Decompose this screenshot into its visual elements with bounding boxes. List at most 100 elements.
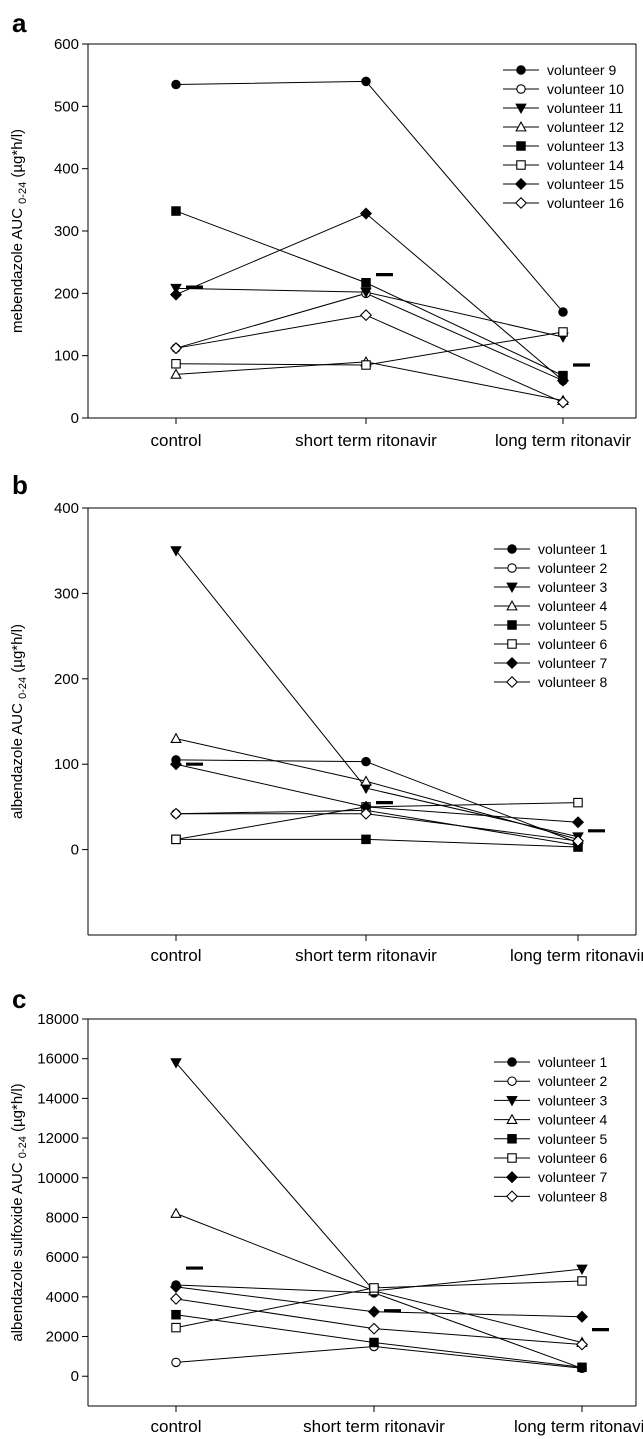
data-point xyxy=(367,1322,381,1335)
x-tick-label: short term ritonavir xyxy=(295,946,437,965)
legend-marker xyxy=(516,160,526,170)
y-axis-label: albendazole sulfoxide AUC 0-24 (µg*h/l) xyxy=(9,1083,29,1341)
y-tick-label: 400 xyxy=(54,161,79,178)
x-tick-label: long term ritonavir xyxy=(514,1417,643,1436)
legend-marker xyxy=(506,582,518,593)
data-point xyxy=(577,1276,587,1286)
y-tick-label: 100 xyxy=(54,756,79,773)
legend-label: volunteer 8 xyxy=(538,674,607,690)
legend-marker xyxy=(507,1076,517,1086)
data-point xyxy=(171,1309,181,1320)
panel-label: b xyxy=(12,470,28,500)
legend-marker xyxy=(507,544,517,554)
data-point xyxy=(171,79,181,90)
legend-label: volunteer 1 xyxy=(538,1054,607,1070)
legend-marker xyxy=(507,1134,517,1144)
data-point xyxy=(169,807,183,820)
y-tick-label: 300 xyxy=(54,223,79,240)
legend-marker xyxy=(514,196,528,210)
y-tick-label: 4000 xyxy=(46,1289,79,1306)
y-axis-label: albendazole AUC 0-24 (µg*h/l) xyxy=(9,624,29,819)
data-point xyxy=(361,834,371,845)
legend-marker xyxy=(507,639,517,649)
legend-label: volunteer 9 xyxy=(547,62,616,78)
series-line xyxy=(175,1314,583,1368)
legend-label: volunteer 14 xyxy=(547,157,624,173)
legend-marker xyxy=(515,103,527,114)
data-point xyxy=(575,1310,589,1323)
legend-marker xyxy=(515,121,527,132)
data-point xyxy=(361,277,371,288)
legend-label: volunteer 2 xyxy=(538,560,607,576)
x-tick-label: control xyxy=(150,431,201,450)
data-point xyxy=(361,756,371,767)
data-point xyxy=(169,288,183,301)
data-point xyxy=(170,1058,182,1069)
y-tick-label: 6000 xyxy=(46,1249,79,1266)
legend-marker xyxy=(514,177,528,191)
legend-marker xyxy=(516,141,526,151)
legend-marker xyxy=(516,84,526,94)
data-point xyxy=(170,732,182,743)
legend-marker xyxy=(505,1190,519,1203)
legend-marker xyxy=(506,1095,518,1107)
data-point xyxy=(556,374,570,387)
data-point xyxy=(571,816,585,829)
series-line xyxy=(175,1298,583,1345)
series-line xyxy=(176,838,579,848)
legend-label: volunteer 11 xyxy=(547,100,623,116)
x-tick-label: control xyxy=(150,946,201,965)
y-tick-label: 10000 xyxy=(37,1170,79,1187)
series-line xyxy=(175,1280,583,1329)
data-point xyxy=(360,287,372,299)
y-tick-label: 18000 xyxy=(37,1011,79,1028)
legend-label: volunteer 7 xyxy=(538,1169,607,1185)
series-line xyxy=(175,738,579,840)
y-axis-label: mebendazole AUC 0-24 (µg*h/l) xyxy=(9,129,29,333)
data-point xyxy=(571,835,585,848)
series-line xyxy=(175,80,564,313)
legend-label: volunteer 10 xyxy=(547,81,624,97)
y-tick-label: 200 xyxy=(54,671,79,688)
data-point xyxy=(369,1283,379,1293)
data-point xyxy=(170,1207,182,1218)
data-point xyxy=(171,834,181,845)
x-tick-label: long term ritonavir xyxy=(495,431,631,450)
legend-marker xyxy=(505,1171,519,1184)
y-tick-label: 16000 xyxy=(37,1051,79,1068)
data-point xyxy=(169,1292,183,1305)
legend-marker xyxy=(506,600,518,611)
data-point xyxy=(361,76,371,87)
legend-label: volunteer 15 xyxy=(547,176,624,192)
legend-label: volunteer 5 xyxy=(538,617,607,633)
series-line xyxy=(175,1345,583,1369)
x-tick-label: long term ritonavir xyxy=(510,946,643,965)
legend-marker xyxy=(507,563,517,573)
y-tick-label: 300 xyxy=(54,585,79,602)
legend-marker xyxy=(507,1057,517,1067)
legend-label: volunteer 4 xyxy=(538,1112,607,1128)
data-point xyxy=(359,207,373,220)
legend-marker xyxy=(507,1153,517,1163)
x-tick-label: control xyxy=(150,1417,201,1436)
data-point xyxy=(171,206,181,216)
data-point xyxy=(171,1322,181,1333)
data-point xyxy=(575,1338,589,1351)
x-tick-label: short term ritonavir xyxy=(295,431,437,450)
y-tick-label: 12000 xyxy=(37,1130,79,1147)
data-point xyxy=(360,775,372,786)
panel-label: a xyxy=(12,8,27,38)
data-point xyxy=(367,1305,381,1318)
y-tick-label: 0 xyxy=(71,410,79,427)
legend-label: volunteer 7 xyxy=(538,655,607,671)
y-tick-label: 0 xyxy=(71,842,79,859)
chart-panel-a: a 0 100 200 300 400 500 600 control short term ri… xyxy=(9,8,637,450)
data-point xyxy=(576,1264,588,1276)
data-point xyxy=(558,307,568,317)
legend-label: volunteer 3 xyxy=(538,1092,607,1108)
legend-marker xyxy=(507,620,517,630)
legend-label: volunteer 5 xyxy=(538,1131,607,1147)
data-point xyxy=(556,396,570,409)
data-point xyxy=(361,360,371,370)
series-line xyxy=(175,212,564,381)
